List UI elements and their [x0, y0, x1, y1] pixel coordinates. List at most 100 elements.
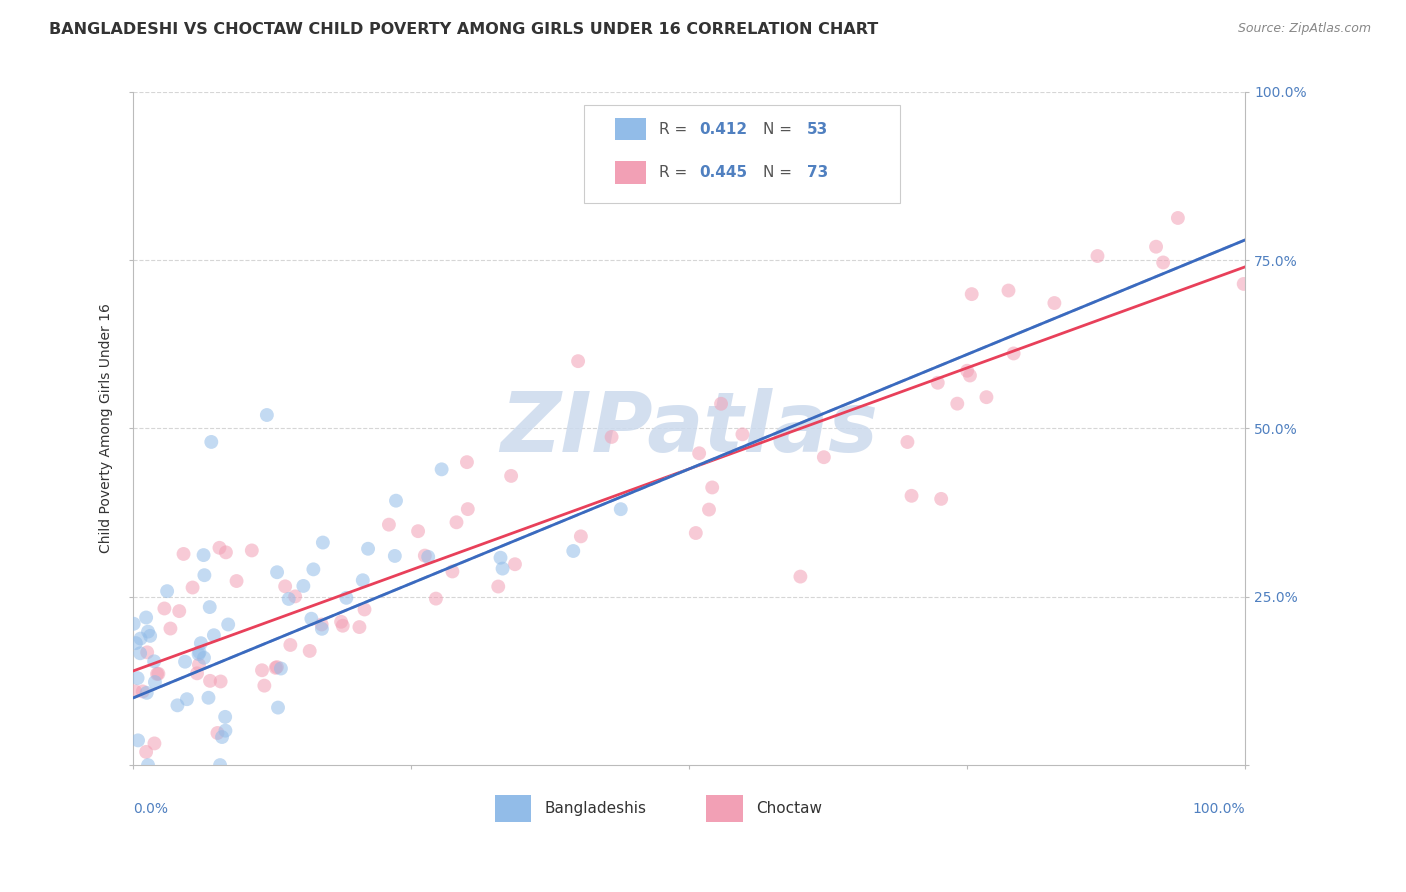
Point	[503, 558, 526, 572]
Point	[896, 435, 918, 450]
Point	[125, 636, 148, 650]
Point	[976, 390, 998, 404]
Point	[813, 450, 835, 465]
Point	[132, 684, 155, 698]
Point	[731, 427, 754, 442]
Point	[789, 569, 811, 583]
Text: N =: N =	[762, 121, 796, 136]
Point	[200, 434, 222, 449]
Text: N =: N =	[762, 165, 796, 180]
Point	[270, 661, 292, 675]
Point	[1087, 249, 1109, 263]
Point	[193, 568, 215, 582]
Point	[187, 657, 209, 672]
Point	[280, 638, 302, 652]
Point	[430, 462, 453, 476]
Point	[256, 408, 278, 422]
Point	[167, 604, 190, 618]
Point	[135, 610, 157, 624]
Text: R =: R =	[659, 165, 692, 180]
Point	[214, 710, 236, 724]
Point	[332, 618, 354, 632]
Point	[209, 674, 232, 689]
Point	[173, 547, 195, 561]
Point	[207, 726, 229, 740]
Text: ZIPatlas: ZIPatlas	[501, 388, 879, 469]
Point	[1152, 255, 1174, 269]
Point	[136, 624, 159, 639]
Point	[225, 574, 247, 588]
Point	[143, 654, 166, 668]
Point	[946, 397, 969, 411]
Point	[385, 493, 408, 508]
Point	[1002, 346, 1025, 360]
Point	[302, 562, 325, 576]
Point	[900, 489, 922, 503]
Point	[1233, 277, 1256, 291]
Point	[927, 376, 949, 390]
Point	[501, 469, 523, 483]
Point	[335, 591, 357, 605]
Point	[562, 544, 585, 558]
Text: Source: ZipAtlas.com: Source: ZipAtlas.com	[1237, 22, 1371, 36]
Point	[208, 541, 231, 555]
Point	[127, 671, 149, 685]
Point	[959, 368, 981, 383]
Point	[176, 692, 198, 706]
Point	[193, 650, 215, 665]
Point	[929, 491, 952, 506]
Point	[181, 581, 204, 595]
Point	[129, 646, 152, 660]
Point	[267, 700, 290, 714]
Point	[135, 686, 157, 700]
Point	[127, 733, 149, 747]
Point	[153, 601, 176, 615]
Text: 53: 53	[807, 121, 828, 136]
Point	[352, 574, 374, 588]
Point	[250, 663, 273, 677]
Point	[1043, 296, 1066, 310]
Point	[486, 580, 509, 594]
Text: 0.445: 0.445	[699, 165, 748, 180]
Point	[413, 549, 436, 563]
Text: 0.412: 0.412	[699, 121, 748, 136]
Point	[198, 600, 221, 615]
Point	[215, 545, 238, 559]
Point	[156, 584, 179, 599]
Point	[135, 745, 157, 759]
FancyBboxPatch shape	[583, 105, 900, 203]
Point	[266, 660, 288, 674]
Point	[129, 632, 152, 646]
Point	[124, 684, 146, 698]
Point	[299, 612, 322, 626]
Point	[960, 287, 983, 301]
FancyBboxPatch shape	[706, 796, 742, 822]
Point	[240, 543, 263, 558]
Point	[456, 455, 478, 469]
Text: 0.0%: 0.0%	[134, 802, 169, 816]
Point	[353, 602, 375, 616]
Point	[136, 758, 159, 772]
Point	[197, 690, 219, 705]
Point	[357, 541, 380, 556]
Point	[146, 667, 169, 681]
Point	[311, 617, 333, 632]
Point	[330, 615, 353, 629]
Point	[441, 565, 464, 579]
Point	[143, 675, 166, 690]
Point	[610, 502, 633, 516]
Point	[148, 666, 170, 681]
Point	[298, 644, 321, 658]
Point	[174, 655, 197, 669]
Point	[209, 758, 232, 772]
Point	[446, 516, 468, 530]
Point	[190, 636, 212, 650]
Point	[284, 590, 307, 604]
Text: Bangladeshis: Bangladeshis	[544, 801, 647, 816]
Text: R =: R =	[659, 121, 692, 136]
Point	[139, 629, 162, 643]
Point	[274, 579, 297, 593]
Point	[311, 622, 333, 636]
Point	[122, 616, 145, 631]
Point	[697, 502, 720, 516]
